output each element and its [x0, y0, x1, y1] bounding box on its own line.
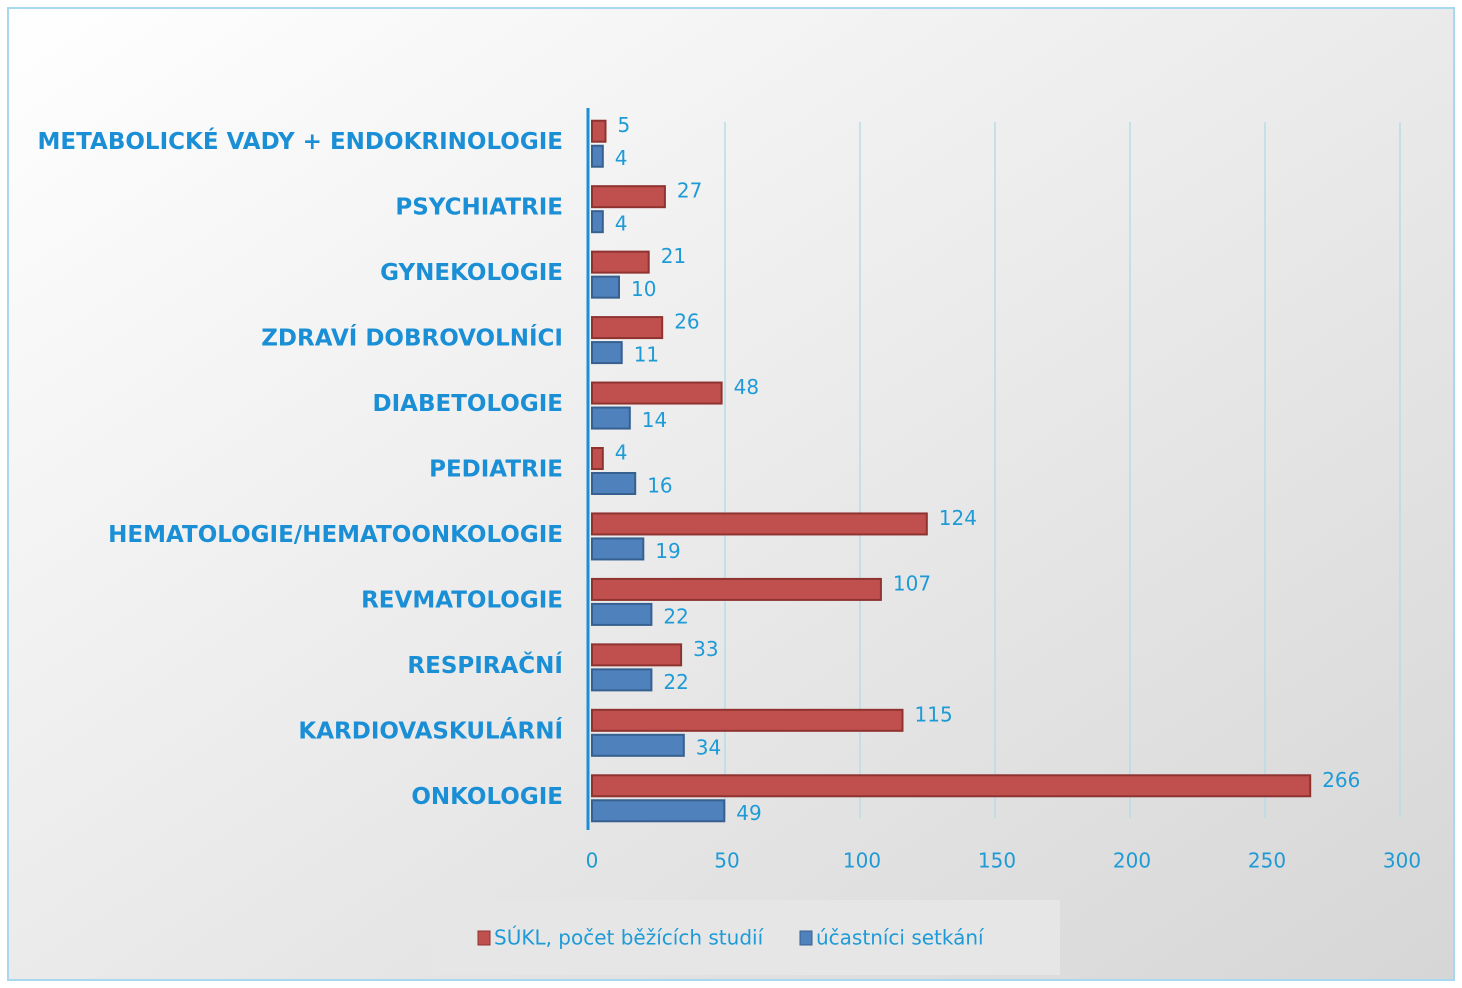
- data-label: 115: [915, 702, 953, 726]
- category-label: PEDIATRIE: [429, 457, 563, 483]
- category-label: ZDRAVÍ DOBROVOLNÍCI: [261, 324, 563, 352]
- bar: [591, 119, 607, 143]
- bar: [591, 643, 683, 667]
- category-label: GYNEKOLOGIE: [380, 260, 563, 286]
- data-label: 21: [661, 244, 686, 268]
- category-label: RESPIRAČNÍ: [407, 651, 563, 679]
- data-label: 4: [615, 212, 628, 236]
- data-label: 10: [631, 277, 656, 301]
- category-label: HEMATOLOGIE/HEMATOONKOLOGIE: [108, 522, 563, 548]
- data-label: 107: [893, 571, 931, 595]
- category-label: REVMATOLOGIE: [361, 587, 563, 613]
- data-label: 4: [615, 441, 628, 465]
- x-tick-label: 150: [978, 849, 1016, 873]
- data-label: 5: [618, 113, 631, 137]
- data-label: 22: [663, 604, 688, 628]
- x-tick-label: 100: [843, 849, 881, 873]
- bar: [591, 577, 882, 601]
- category-label: KARDIOVASKULÁRNÍ: [298, 716, 563, 744]
- data-label: 49: [736, 801, 761, 825]
- category-label: ONKOLOGIE: [411, 784, 563, 810]
- data-label: 34: [696, 735, 721, 759]
- category-label: PSYCHIATRIE: [395, 195, 563, 221]
- bar: [591, 316, 664, 340]
- data-label: 16: [647, 474, 672, 498]
- bar: [591, 537, 645, 561]
- bar: [591, 512, 928, 536]
- data-label: 124: [939, 506, 977, 530]
- bar: [591, 341, 623, 365]
- data-label: 4: [615, 146, 628, 170]
- legend-swatch: [799, 930, 813, 946]
- data-label: 19: [655, 539, 680, 563]
- data-label: 33: [693, 637, 718, 661]
- legend-label: účastníci setkání: [816, 926, 985, 950]
- bar: [591, 733, 685, 757]
- x-tick-label: 200: [1113, 849, 1151, 873]
- data-label: 27: [677, 179, 702, 203]
- x-tick-label: 300: [1383, 849, 1421, 873]
- data-label: 14: [642, 408, 667, 432]
- bar: [591, 472, 637, 495]
- x-tick-label: 50: [714, 849, 739, 873]
- data-label: 22: [663, 670, 688, 694]
- bar: [591, 406, 631, 430]
- data-label: 26: [674, 310, 699, 334]
- bar: [591, 381, 723, 405]
- legend-box: [433, 900, 1060, 975]
- bar: [591, 275, 620, 299]
- category-label: DIABETOLOGIE: [373, 391, 563, 417]
- bar: [591, 144, 604, 168]
- bar: [591, 602, 653, 626]
- bar: [591, 210, 604, 234]
- legend-label: SÚKL, počet běžících studií: [494, 926, 765, 950]
- bar: [591, 668, 653, 692]
- data-label: 48: [734, 375, 759, 399]
- data-label: 266: [1322, 768, 1360, 792]
- category-label: METABOLICKÉ VADY + ENDOKRINOLOGIE: [38, 127, 563, 155]
- bar: [591, 774, 1312, 798]
- x-tick-label: 250: [1248, 849, 1286, 873]
- bar: [591, 447, 604, 470]
- bar: [591, 799, 726, 823]
- data-label: 11: [634, 343, 659, 367]
- bar: [591, 708, 904, 732]
- background: [7, 7, 1455, 981]
- bar: [591, 185, 666, 209]
- legend-swatch: [477, 930, 491, 946]
- bar: [591, 250, 650, 274]
- x-tick-label: 0: [586, 849, 599, 873]
